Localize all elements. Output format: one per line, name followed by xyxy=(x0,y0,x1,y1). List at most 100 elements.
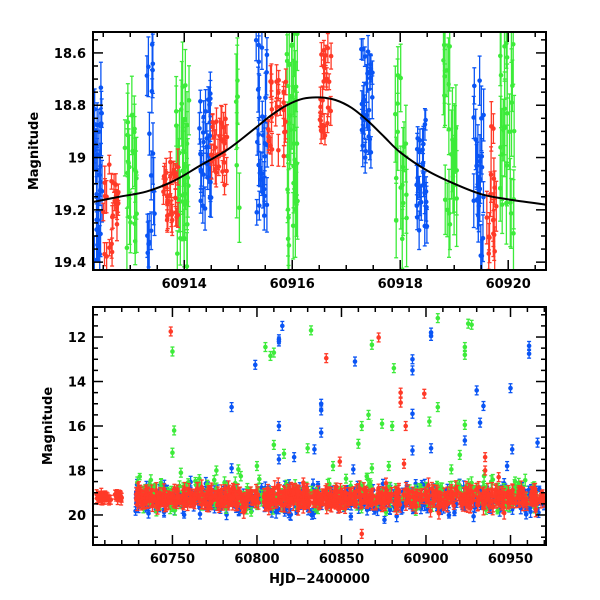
blue-point-marker xyxy=(475,213,481,218)
blue-point xyxy=(198,89,203,114)
blue-point xyxy=(478,154,483,204)
blue-point xyxy=(150,122,156,185)
red-point xyxy=(321,39,327,61)
blue-point-marker xyxy=(414,215,420,220)
red-point-marker xyxy=(171,167,176,173)
red-point-marker xyxy=(265,126,271,132)
x-tick-label: 60916 xyxy=(270,277,315,292)
green-point-marker xyxy=(125,119,131,125)
panel-1-ticks: 60914 60916 60918 60920 18.6 18.8 19 19.2 19.4 Ma… xyxy=(27,32,546,292)
red-point xyxy=(109,172,114,190)
blue-point-marker xyxy=(473,137,478,142)
blue-point xyxy=(145,221,151,270)
green-point xyxy=(183,48,188,122)
red-point xyxy=(283,68,289,96)
blue-point xyxy=(423,181,429,222)
red-point-marker xyxy=(325,45,331,51)
blue-point xyxy=(259,32,265,70)
blue-point xyxy=(254,128,260,156)
red-point-marker xyxy=(164,217,170,223)
blue-point-marker xyxy=(254,210,260,215)
red-point xyxy=(165,201,171,230)
blue-point xyxy=(368,136,374,169)
red-point xyxy=(328,95,334,127)
green-point-marker xyxy=(504,55,510,60)
blue-point xyxy=(362,141,368,174)
red-point-marker xyxy=(275,90,281,95)
blue-point-marker xyxy=(421,141,426,147)
red-point-marker xyxy=(222,182,227,188)
blue-point-marker xyxy=(479,116,484,121)
green-point-marker xyxy=(444,68,450,73)
red-point xyxy=(317,112,323,128)
green-point-marker xyxy=(497,185,503,191)
blue-point-marker xyxy=(480,235,486,241)
blue-point-marker xyxy=(477,78,482,83)
green-point-marker xyxy=(393,111,398,117)
blue-point-marker xyxy=(149,42,155,47)
red-point xyxy=(321,112,327,140)
blue-point-marker xyxy=(150,151,156,156)
red-point-marker xyxy=(209,152,214,158)
green-point-marker xyxy=(293,84,299,90)
red-point-marker xyxy=(109,214,115,220)
blue-point-marker xyxy=(260,190,266,195)
green-point xyxy=(234,44,240,149)
blue-point xyxy=(254,198,260,226)
blue-point xyxy=(260,176,266,209)
blue-point-marker xyxy=(263,95,268,101)
green-point-marker xyxy=(450,174,456,179)
red-point-marker xyxy=(491,126,496,131)
blue-point xyxy=(348,512,354,521)
y-tick-label: 18.6 xyxy=(54,47,86,62)
blue-point-marker xyxy=(207,102,212,108)
blue-point-marker xyxy=(360,143,366,149)
green-point xyxy=(184,91,190,160)
green-point xyxy=(186,65,192,136)
red-point-marker xyxy=(325,120,330,126)
green-point xyxy=(128,191,133,254)
red-point-marker xyxy=(211,134,217,140)
blue-point-marker xyxy=(260,132,266,138)
green-point xyxy=(289,32,294,99)
green-point xyxy=(393,136,399,220)
blue-point xyxy=(416,210,422,251)
green-point-marker xyxy=(293,207,298,213)
blue-point xyxy=(477,55,482,106)
green-point-marker xyxy=(442,197,448,203)
blue-point xyxy=(364,63,369,103)
red-point xyxy=(107,238,112,257)
green-point-marker xyxy=(234,163,240,168)
green-point xyxy=(237,172,242,244)
blue-point xyxy=(536,485,542,493)
blue-point-marker xyxy=(198,169,204,174)
red-point-marker xyxy=(491,232,497,238)
green-point-marker xyxy=(186,98,192,103)
blue-point xyxy=(422,107,428,141)
green-point-marker xyxy=(502,124,507,130)
red-point-marker xyxy=(321,47,327,53)
green-point-marker xyxy=(127,164,132,170)
blue-point xyxy=(264,176,270,233)
blue-point-marker xyxy=(152,211,157,216)
red-point-marker xyxy=(322,133,328,138)
green-point xyxy=(444,182,450,238)
blue-point xyxy=(452,509,457,517)
red-point xyxy=(106,154,112,175)
blue-point-marker xyxy=(146,241,151,247)
blue-point-marker xyxy=(364,81,369,86)
green-point-marker xyxy=(284,58,290,64)
green-point xyxy=(502,32,507,82)
blue-point-marker xyxy=(471,115,476,120)
blue-point-marker xyxy=(423,117,428,123)
red-point xyxy=(101,202,106,222)
green-point-marker xyxy=(132,214,138,220)
green-point xyxy=(398,43,403,113)
green-point-marker xyxy=(399,236,405,242)
red-point-marker xyxy=(214,119,219,124)
red-point-marker xyxy=(319,129,324,134)
green-point-marker xyxy=(125,170,130,176)
red-point xyxy=(484,190,490,245)
red-point xyxy=(488,146,494,203)
blue-point-marker xyxy=(264,52,270,58)
